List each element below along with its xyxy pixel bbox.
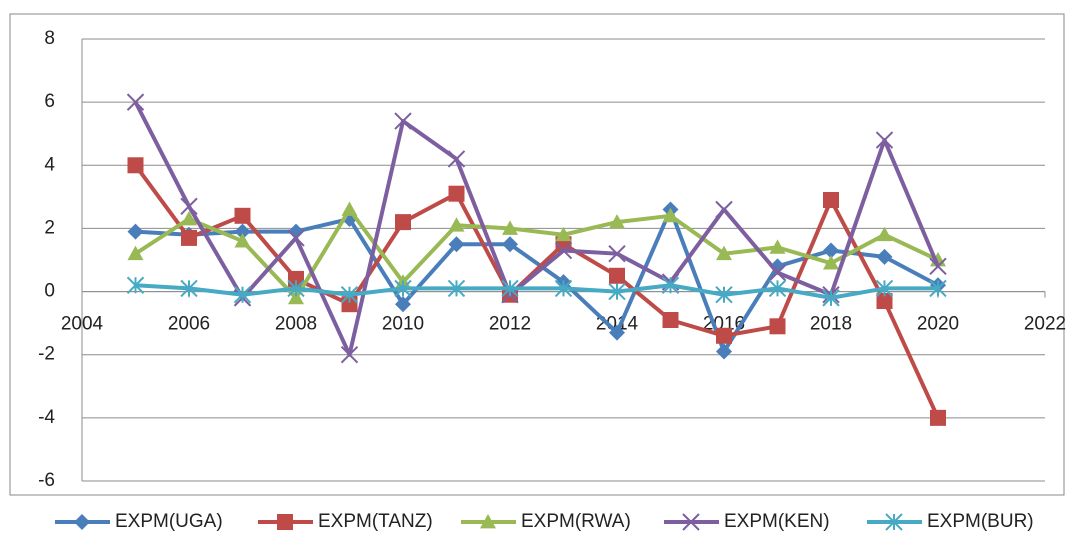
- marker: [501, 279, 519, 298]
- y-tick-label: -2: [38, 344, 55, 365]
- marker: [234, 233, 251, 248]
- marker: [930, 409, 946, 426]
- marker: [875, 279, 894, 298]
- marker: [554, 279, 573, 298]
- x-tick-label: 2012: [489, 314, 531, 335]
- chart-frame: [9, 13, 1065, 496]
- marker: [823, 192, 839, 209]
- y-tick-label: -6: [38, 470, 55, 491]
- marker: [608, 244, 626, 263]
- marker: [554, 241, 573, 260]
- marker: [609, 324, 625, 341]
- legend-label: EXPM(BUR): [927, 511, 1034, 532]
- x-tick-label: 2010: [382, 314, 424, 335]
- marker: [287, 279, 305, 298]
- marker: [768, 279, 787, 298]
- marker: [395, 296, 411, 313]
- marker: [875, 131, 894, 149]
- x-tick-label: 2004: [61, 314, 104, 335]
- marker: [394, 279, 412, 298]
- marker: [822, 289, 840, 307]
- marker: [609, 214, 625, 229]
- marker: [180, 197, 198, 216]
- y-tick-label: 6: [44, 91, 55, 112]
- marker: [609, 267, 625, 284]
- marker: [715, 286, 733, 304]
- y-tick-label: -4: [38, 407, 55, 428]
- series-line: [133, 164, 940, 419]
- legend-label: EXPM(KEN): [724, 511, 830, 532]
- marker: [876, 248, 893, 265]
- marker: [288, 223, 304, 240]
- x-tick-label: 2022: [1024, 314, 1066, 335]
- marker: [288, 289, 304, 305]
- marker: [288, 270, 304, 287]
- marker: [769, 239, 786, 254]
- marker: [394, 112, 412, 130]
- x-tick-label: 2020: [917, 314, 959, 335]
- marker: [823, 242, 839, 259]
- marker: [662, 311, 679, 328]
- marker: [502, 236, 518, 253]
- marker: [929, 279, 947, 298]
- marker: [716, 343, 732, 360]
- marker: [448, 217, 465, 232]
- marker: [277, 514, 293, 530]
- marker: [716, 327, 732, 344]
- marker: [74, 514, 90, 530]
- marker: [555, 226, 572, 242]
- marker: [662, 207, 679, 223]
- y-tick-label: 0: [44, 281, 55, 302]
- x-tick-label: 2018: [810, 314, 852, 335]
- marker: [768, 263, 787, 282]
- marker: [234, 223, 251, 240]
- marker: [127, 245, 144, 261]
- marker: [180, 279, 198, 298]
- marker: [502, 220, 518, 235]
- marker: [608, 282, 626, 301]
- marker: [876, 293, 893, 310]
- legend-label: EXPM(TANZ): [318, 511, 433, 532]
- legend-label: EXPM(UGA): [115, 511, 223, 532]
- marker: [480, 514, 496, 529]
- marker: [181, 229, 197, 246]
- series-line: [135, 283, 938, 300]
- marker: [340, 286, 359, 304]
- marker: [181, 210, 197, 226]
- marker: [682, 513, 700, 531]
- marker: [448, 236, 465, 253]
- marker: [876, 226, 893, 242]
- marker: [126, 93, 145, 111]
- legend-label: EXPM(RWA): [521, 511, 631, 532]
- marker: [127, 223, 144, 240]
- marker: [287, 229, 305, 247]
- x-tick-label: 2006: [168, 314, 210, 335]
- y-tick-label: 8: [44, 28, 55, 49]
- marker: [929, 257, 947, 276]
- marker: [233, 286, 252, 304]
- marker: [340, 346, 359, 364]
- marker: [447, 279, 466, 298]
- marker: [395, 214, 411, 231]
- marker: [661, 276, 680, 294]
- marker: [127, 157, 144, 174]
- marker: [823, 255, 839, 270]
- marker: [341, 201, 358, 216]
- x-tick-label: 2014: [596, 314, 639, 335]
- series-line: [133, 101, 940, 357]
- marker: [341, 296, 358, 313]
- marker: [715, 200, 733, 219]
- marker: [885, 513, 903, 531]
- marker: [448, 185, 465, 202]
- marker: [769, 318, 786, 335]
- y-tick-label: 4: [44, 154, 55, 175]
- x-tick-label: 2008: [275, 314, 317, 335]
- y-tick-label: 2: [44, 217, 55, 238]
- marker: [126, 276, 145, 294]
- marker: [716, 245, 732, 261]
- marker: [234, 207, 251, 224]
- marker: [447, 150, 466, 168]
